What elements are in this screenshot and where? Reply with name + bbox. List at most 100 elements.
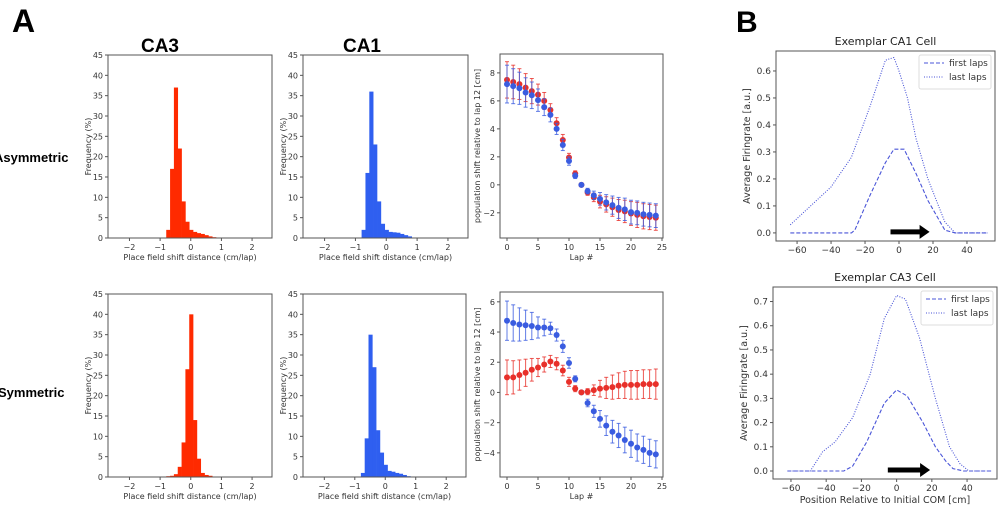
- x-tick-label: 0: [896, 246, 902, 256]
- data-point: [522, 369, 529, 376]
- y-tick-label: 45: [93, 51, 103, 60]
- data-point: [547, 325, 554, 332]
- panel-label-a: A: [12, 3, 35, 39]
- histogram-bar: [395, 472, 400, 477]
- histogram-bar: [365, 172, 370, 238]
- data-point: [646, 381, 653, 388]
- y-tick-label: 20: [288, 153, 298, 162]
- y-tick-label: 25: [288, 371, 298, 380]
- histogram-bar: [396, 232, 401, 238]
- y-tick-label: 0.4: [757, 121, 772, 131]
- y-tick-label: 15: [93, 173, 103, 182]
- data-point: [628, 209, 635, 216]
- x-tick-label: 0: [188, 482, 193, 491]
- x-tick-label: 40: [961, 246, 973, 256]
- x-tick-label: 25: [657, 243, 667, 252]
- x-tick-label: 1: [219, 243, 224, 252]
- data-point: [634, 444, 641, 451]
- x-tick-label: −1: [154, 243, 166, 252]
- data-point: [528, 322, 535, 329]
- x-tick-label: −20: [852, 484, 871, 494]
- data-point: [528, 366, 535, 373]
- histogram-bar: [400, 233, 405, 238]
- y-tick-label: 10: [288, 193, 298, 202]
- series-line-0: [790, 148, 988, 234]
- y-tick-label: 45: [288, 290, 298, 299]
- x-tick-label: −1: [154, 482, 166, 491]
- data-point: [578, 389, 585, 396]
- data-point: [516, 372, 523, 379]
- data-point: [572, 385, 579, 392]
- histogram-bar: [170, 168, 175, 238]
- y-tick-label: −2: [483, 209, 495, 218]
- y-tick-label: 0: [490, 388, 495, 397]
- data-point: [578, 181, 585, 188]
- data-point: [541, 104, 548, 111]
- data-point: [640, 211, 647, 218]
- data-point: [652, 212, 659, 219]
- x-tick-label: 20: [926, 484, 938, 494]
- histogram-bar: [377, 201, 382, 238]
- y-tick-label: 2: [490, 358, 495, 367]
- data-point: [553, 332, 560, 339]
- data-point: [553, 125, 560, 132]
- x-tick-label: 0: [504, 482, 509, 491]
- data-point: [628, 381, 635, 388]
- y-tick-label: 35: [288, 331, 298, 340]
- histogram-bar: [360, 472, 365, 477]
- data-point: [652, 451, 659, 458]
- data-point: [590, 192, 597, 199]
- histogram-bar: [407, 236, 413, 238]
- y-tick-label: 35: [93, 331, 103, 340]
- y-tick-label: 20: [93, 392, 103, 401]
- x-tick-label: −1: [350, 243, 362, 252]
- data-point: [504, 317, 511, 324]
- histogram-bar: [181, 201, 186, 238]
- chart-exemplar-ca1: first laps last laps −60 −40 −20 0 20 40 0.0 0.1 0…: [742, 35, 996, 256]
- histogram-bar: [364, 438, 369, 477]
- data-point: [646, 449, 653, 456]
- histogram-bar: [189, 314, 194, 477]
- y-axis-label: Frequency (%): [279, 357, 288, 415]
- y-tick-label: 0.3: [754, 394, 768, 404]
- data-point: [559, 141, 566, 148]
- data-point: [615, 382, 622, 389]
- data-point: [541, 361, 548, 368]
- y-tick-label: 5: [98, 214, 103, 223]
- y-axis-label: Frequency (%): [84, 357, 93, 415]
- y-tick-label: 30: [288, 351, 298, 360]
- data-point: [634, 209, 641, 216]
- data-point: [621, 206, 628, 213]
- y-tick-label: 25: [93, 371, 103, 380]
- histogram-bar: [369, 91, 374, 238]
- x-tick-label: 2: [445, 243, 450, 252]
- y-tick-label: 0.0: [757, 229, 772, 239]
- data-point: [609, 202, 616, 209]
- x-tick-label: 40: [961, 484, 973, 494]
- y-tick-label: −4: [483, 449, 495, 458]
- axes-frame: [302, 54, 469, 239]
- legend-label: first laps: [951, 295, 990, 305]
- histogram-bar: [402, 474, 407, 477]
- series-1: [504, 354, 659, 400]
- data-point: [640, 446, 647, 453]
- histogram-bar: [196, 458, 202, 477]
- x-tick-label: 0: [188, 243, 193, 252]
- x-tick-label: −2: [124, 243, 136, 252]
- data-point: [510, 83, 517, 90]
- y-tick-label: 30: [93, 351, 103, 360]
- histogram-bar: [173, 87, 179, 239]
- data-point: [628, 440, 635, 447]
- data-point: [609, 428, 616, 435]
- series-line-0: [787, 389, 992, 472]
- x-tick-label: 1: [413, 482, 418, 491]
- chart-title: Exemplar CA3 Cell: [834, 271, 936, 284]
- data-point: [590, 408, 597, 415]
- histogram-bar: [368, 334, 373, 477]
- x-tick-label: −40: [822, 246, 841, 256]
- data-point: [615, 432, 622, 439]
- data-point: [652, 381, 659, 388]
